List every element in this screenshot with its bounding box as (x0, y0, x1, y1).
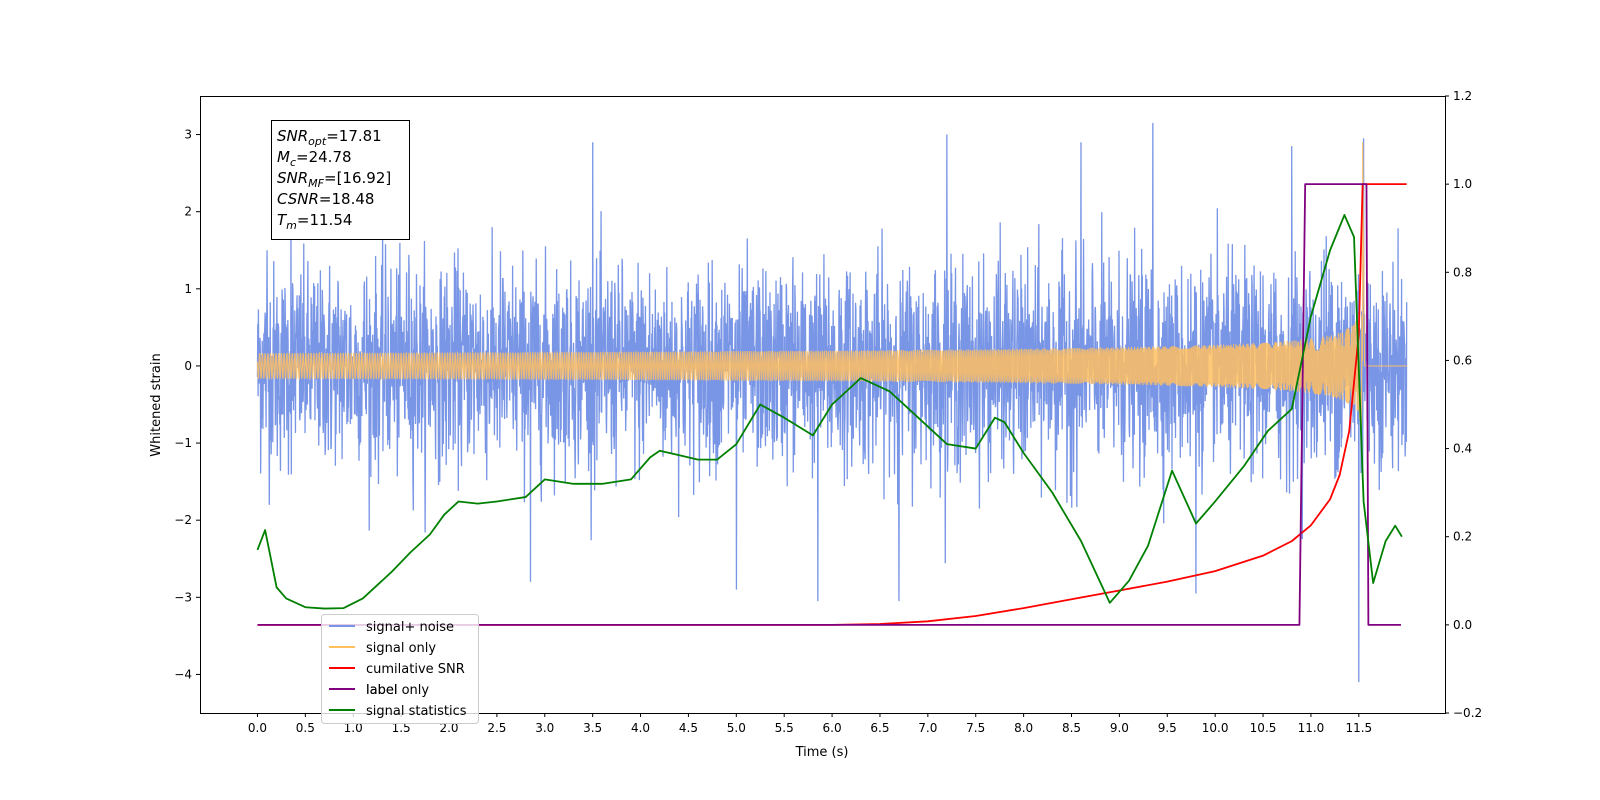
y-tick-label: −1 (174, 436, 192, 450)
y-tick-label: 1 (184, 282, 192, 296)
x-tick-label: 1.5 (392, 721, 411, 735)
y2-tick-label: 0.0 (1453, 618, 1472, 632)
legend-label-signal-noise: signal+ noise (366, 620, 454, 635)
y-tick-label: 3 (184, 128, 192, 142)
y-tick-label: 0 (184, 359, 192, 373)
x-axis: 0.0 0.5 1.0 1.5 2.0 2.5 3.0 3.5 4.0 4.5 5.0 5.5 6.0 6… (248, 713, 1372, 735)
annotation-line: CSNR=18.48 (277, 190, 374, 208)
legend-label-cumulative-snr: cumilative SNR (366, 662, 465, 677)
plot-area (256, 122, 1408, 683)
series-signal-statistics-line (256, 214, 1403, 610)
annotation-symbol: T (277, 211, 288, 229)
legend-label-signal-only: signal only (366, 641, 436, 656)
x-tick-label: 0.0 (248, 721, 267, 735)
series-cumulative-snr-line (257, 183, 1407, 626)
x-tick-label: 1.0 (344, 721, 363, 735)
annotation-line: Tm=11.54 (277, 211, 352, 232)
annotation-line: Mc=24.78 (277, 148, 352, 169)
x-tick-label: 6.0 (823, 721, 842, 735)
annotation-value: =[16.92] (324, 169, 391, 187)
x-tick-label: 4.0 (631, 721, 650, 735)
x-tick-label: 7.5 (966, 721, 985, 735)
x-tick-label: 3.5 (583, 721, 602, 735)
y2-axis: −0.2 0.0 0.2 0.4 0.6 0.8 1.0 1.2 (1445, 89, 1482, 720)
x-tick-label: 5.5 (775, 721, 794, 735)
x-axis-label: Time (s) (795, 745, 849, 760)
annotation-symbol: M (277, 148, 290, 166)
legend-frame (321, 614, 479, 724)
legend-label-label: label (366, 683, 397, 698)
y2-tick-label: 0.2 (1453, 530, 1472, 544)
x-tick-label: 8.5 (1062, 721, 1081, 735)
x-tick-label: 10.0 (1202, 721, 1229, 735)
x-tick-label: 8.0 (1014, 721, 1033, 735)
x-tick-label: 9.0 (1110, 721, 1129, 735)
annotation-value: =11.54 (297, 211, 353, 229)
x-tick-label: 2.0 (439, 721, 458, 735)
annotation-subscript: MF (308, 177, 324, 190)
y2-tick-label: 1.0 (1453, 177, 1472, 191)
y-tick-label: −4 (174, 667, 192, 681)
y-axis-label: Whitened strain (149, 353, 164, 456)
x-tick-label: 4.5 (679, 721, 698, 735)
y-axis: −4 −3 −2 −1 0 1 2 3 (174, 128, 200, 681)
y2-tick-label: 0.6 (1453, 353, 1472, 367)
y-tick-label: 2 (184, 205, 192, 219)
x-tick-label: 7.0 (918, 721, 937, 735)
x-tick-label: 10.5 (1250, 721, 1277, 735)
annotation-frame (271, 120, 410, 240)
y2-tick-label: 1.2 (1453, 89, 1472, 103)
y2-tick-label: 0.4 (1453, 442, 1472, 456)
annotation-subscript: c (290, 156, 296, 169)
annotation-symbol: SNR (277, 127, 308, 145)
x-tick-label: 2.5 (487, 721, 506, 735)
annotation-subscript: m (286, 219, 297, 232)
x-tick-label: 6.5 (870, 721, 889, 735)
annotation-line: SNRopt=17.81 (277, 127, 382, 148)
x-tick-label: 5.0 (727, 721, 746, 735)
x-tick-label: 9.5 (1158, 721, 1177, 735)
legend-label-signal-statistics: signal statistics (366, 704, 467, 719)
annotation-line: SNRMF=[16.92] (277, 169, 391, 190)
annotation-value: =18.48 (319, 190, 375, 208)
annotation-value: =24.78 (296, 148, 352, 166)
series-signal-only-line (256, 142, 1407, 429)
series-label-line (257, 183, 1401, 626)
legend-label-only-text: label only (366, 683, 429, 698)
annotation-box: SNRopt=17.81Mc=24.78SNRMF=[16.92]CSNR=18… (271, 120, 410, 240)
plot-frame (200, 96, 1446, 714)
legend: label only signal+ noise signal only cumila… (321, 614, 479, 724)
y2-tick-label: −0.2 (1453, 706, 1482, 720)
annotation-value: =17.81 (326, 127, 382, 145)
y-tick-label: −3 (174, 590, 192, 604)
x-tick-label: 3.0 (535, 721, 554, 735)
annotation-symbol: CSNR (277, 190, 319, 208)
annotation-subscript: opt (308, 135, 327, 148)
x-tick-label: 11.5 (1345, 721, 1372, 735)
series-signal-noise-line (256, 122, 1408, 683)
y-tick-label: −2 (174, 513, 192, 527)
annotation-symbol: SNR (277, 169, 308, 187)
y2-tick-label: 0.8 (1453, 265, 1472, 279)
x-tick-label: 0.5 (296, 721, 315, 735)
x-tick-label: 11.0 (1298, 721, 1325, 735)
